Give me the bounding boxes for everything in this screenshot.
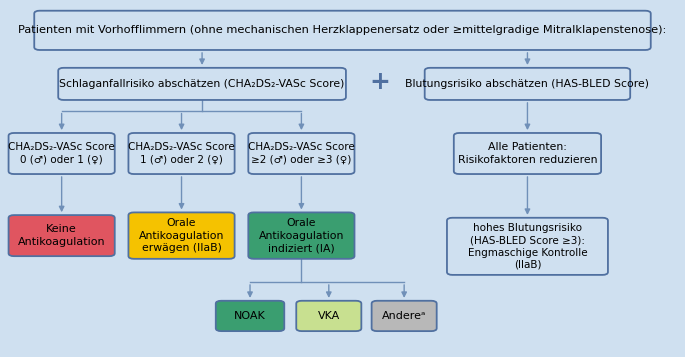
FancyBboxPatch shape xyxy=(8,215,115,256)
FancyBboxPatch shape xyxy=(129,133,234,174)
Text: +: + xyxy=(370,70,390,94)
Text: VKA: VKA xyxy=(318,311,340,321)
FancyBboxPatch shape xyxy=(447,218,608,275)
Text: Keine
Antikoagulation: Keine Antikoagulation xyxy=(18,225,105,247)
Text: Blutungsrisiko abschätzen (HAS-BLED Score): Blutungsrisiko abschätzen (HAS-BLED Scor… xyxy=(406,79,649,89)
Text: CHA₂DS₂-VASc Score
0 (♂) oder 1 (♀): CHA₂DS₂-VASc Score 0 (♂) oder 1 (♀) xyxy=(8,142,115,165)
Text: hohes Blutungsrisiko
(HAS-BLED Score ≥3):
Engmaschige Kontrolle
(IIaB): hohes Blutungsrisiko (HAS-BLED Score ≥3)… xyxy=(468,223,587,270)
Text: NOAK: NOAK xyxy=(234,311,266,321)
FancyBboxPatch shape xyxy=(296,301,362,331)
Text: Alle Patienten:
Risikofaktoren reduzieren: Alle Patienten: Risikofaktoren reduziere… xyxy=(458,142,597,165)
FancyBboxPatch shape xyxy=(58,68,346,100)
FancyBboxPatch shape xyxy=(453,133,601,174)
FancyBboxPatch shape xyxy=(248,212,355,259)
Text: Orale
Antikoagulation
erwägen (IIaB): Orale Antikoagulation erwägen (IIaB) xyxy=(139,218,224,253)
FancyBboxPatch shape xyxy=(34,11,651,50)
FancyBboxPatch shape xyxy=(8,133,115,174)
FancyBboxPatch shape xyxy=(216,301,284,331)
Text: Andereᵃ: Andereᵃ xyxy=(382,311,426,321)
Text: Orale
Antikoagulation
indiziert (IA): Orale Antikoagulation indiziert (IA) xyxy=(259,218,344,253)
Text: Schlaganfallrisiko abschätzen (CHA₂DS₂-VASc Score): Schlaganfallrisiko abschätzen (CHA₂DS₂-V… xyxy=(60,79,345,89)
FancyBboxPatch shape xyxy=(129,212,234,259)
FancyBboxPatch shape xyxy=(425,68,630,100)
Text: Patienten mit Vorhofflimmern (ohne mechanischen Herzklappenersatz oder ≥mittelgr: Patienten mit Vorhofflimmern (ohne mecha… xyxy=(18,25,667,35)
FancyBboxPatch shape xyxy=(371,301,436,331)
Text: CHA₂DS₂-VASc Score
1 (♂) oder 2 (♀): CHA₂DS₂-VASc Score 1 (♂) oder 2 (♀) xyxy=(128,142,235,165)
FancyBboxPatch shape xyxy=(248,133,355,174)
Text: CHA₂DS₂-VASc Score
≥2 (♂) oder ≥3 (♀): CHA₂DS₂-VASc Score ≥2 (♂) oder ≥3 (♀) xyxy=(248,142,355,165)
